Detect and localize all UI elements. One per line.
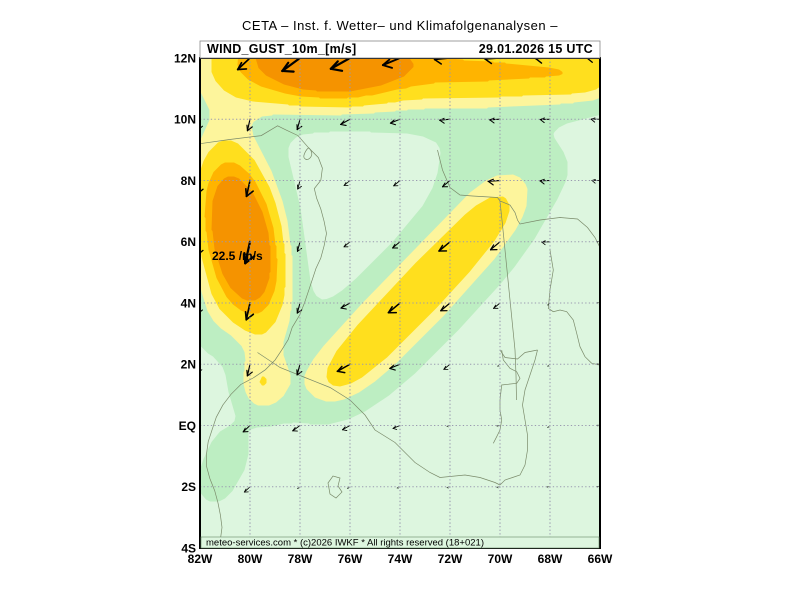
- svg-text:74W: 74W: [388, 552, 413, 566]
- svg-text:2S: 2S: [181, 480, 196, 494]
- svg-text:WIND_GUST_10m_[m/s]: WIND_GUST_10m_[m/s]: [207, 42, 357, 56]
- svg-text:80W: 80W: [238, 552, 263, 566]
- svg-text:76W: 76W: [338, 552, 363, 566]
- svg-text:78W: 78W: [288, 552, 313, 566]
- svg-text:12N: 12N: [174, 52, 196, 66]
- svg-text:EQ: EQ: [179, 419, 196, 433]
- svg-text:22.5 /m/s: 22.5 /m/s: [212, 249, 263, 263]
- svg-text:4N: 4N: [181, 296, 196, 310]
- svg-text:70W: 70W: [488, 552, 513, 566]
- svg-text:meteo-services.com * (c)2026: meteo-services.com * (c)2026 IWKF * All …: [206, 538, 484, 549]
- svg-text:68W: 68W: [538, 552, 563, 566]
- svg-text:29.01.2026 15 UTC: 29.01.2026 15 UTC: [479, 42, 593, 56]
- svg-text:66W: 66W: [588, 552, 613, 566]
- svg-text:6N: 6N: [181, 235, 196, 249]
- svg-text:CETA – Inst. f. Wetter– und Kl: CETA – Inst. f. Wetter– und Klimafolgena…: [242, 18, 558, 33]
- svg-text:82W: 82W: [188, 552, 213, 566]
- svg-text:72W: 72W: [438, 552, 463, 566]
- svg-text:10N: 10N: [174, 113, 196, 127]
- svg-text:2N: 2N: [181, 358, 196, 372]
- svg-text:8N: 8N: [181, 174, 196, 188]
